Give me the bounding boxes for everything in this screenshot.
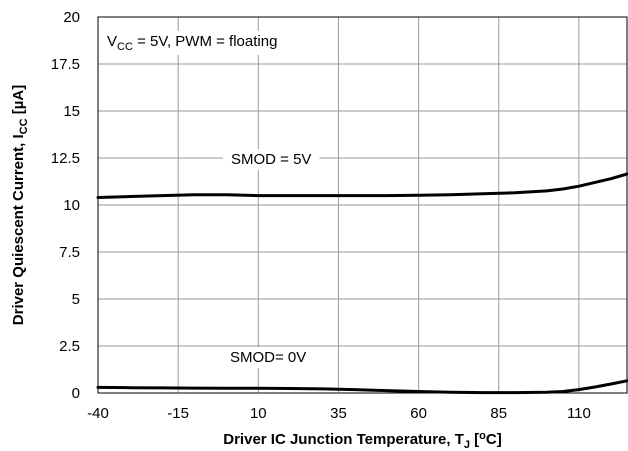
y-tick-labels: 0 2.5 5 7.5 10 12.5 15 17.5 20 (51, 9, 80, 402)
x-axis-title-sub: J (464, 439, 470, 451)
condition-label-pre: V (107, 33, 117, 50)
condition-label-background (103, 31, 282, 55)
x-tick-label: 35 (330, 405, 347, 422)
y-tick-label: 15 (63, 103, 80, 120)
y-tick-label: 17.5 (51, 56, 80, 73)
x-tick-label: 60 (410, 405, 427, 422)
x-axis-title-pre: Driver IC Junction Temperature, T (223, 431, 464, 448)
plot-frame (97, 16, 628, 394)
condition-label-post: = 5V, PWM = floating (133, 33, 278, 50)
condition-label: VCC = 5V, PWM = floating (107, 33, 277, 53)
y-axis-title-sub: CC (18, 118, 30, 134)
y-tick-label: 2.5 (59, 338, 80, 355)
y-axis-title-pre: Driver Quiescent Current, I (10, 134, 27, 325)
x-tick-label: 10 (250, 405, 267, 422)
series-label-background-smod-0v (222, 347, 315, 368)
condition-label-sub: CC (117, 41, 133, 53)
series-line-1 (96, 379, 628, 395)
series-lines (96, 172, 628, 395)
series-label-background-smod-5v (223, 149, 320, 170)
gridlines (98, 16, 627, 393)
y-tick-label: 0 (72, 385, 80, 402)
series-label-smod-5v: SMOD = 5V (231, 151, 311, 168)
y-tick-label: 5 (72, 291, 80, 308)
y-tick-label: 7.5 (59, 244, 80, 261)
x-tick-label: -40 (87, 405, 109, 422)
y-tick-label: 20 (63, 9, 80, 26)
y-tick-label: 12.5 (51, 150, 80, 167)
x-axis-title-mid: [ (470, 431, 479, 448)
x-tick-label: 110 (567, 405, 591, 422)
y-axis-title-post: [µA] (10, 85, 27, 119)
x-axis-title-post: C] (486, 431, 502, 448)
series-label-smod-0v: SMOD= 0V (230, 349, 306, 366)
x-axis-title: Driver IC Junction Temperature, TJ [oC] (223, 430, 501, 451)
y-axis-title: Driver Quiescent Current, ICC [µA] (10, 85, 30, 325)
x-tick-label: 85 (490, 405, 507, 422)
y-tick-label: 10 (63, 197, 80, 214)
x-tick-labels: -40 -15 10 35 60 85 110 (87, 405, 591, 422)
x-tick-label: -15 (167, 405, 189, 422)
x-axis-title-sup: o (479, 430, 486, 442)
series-line-0 (96, 172, 628, 199)
